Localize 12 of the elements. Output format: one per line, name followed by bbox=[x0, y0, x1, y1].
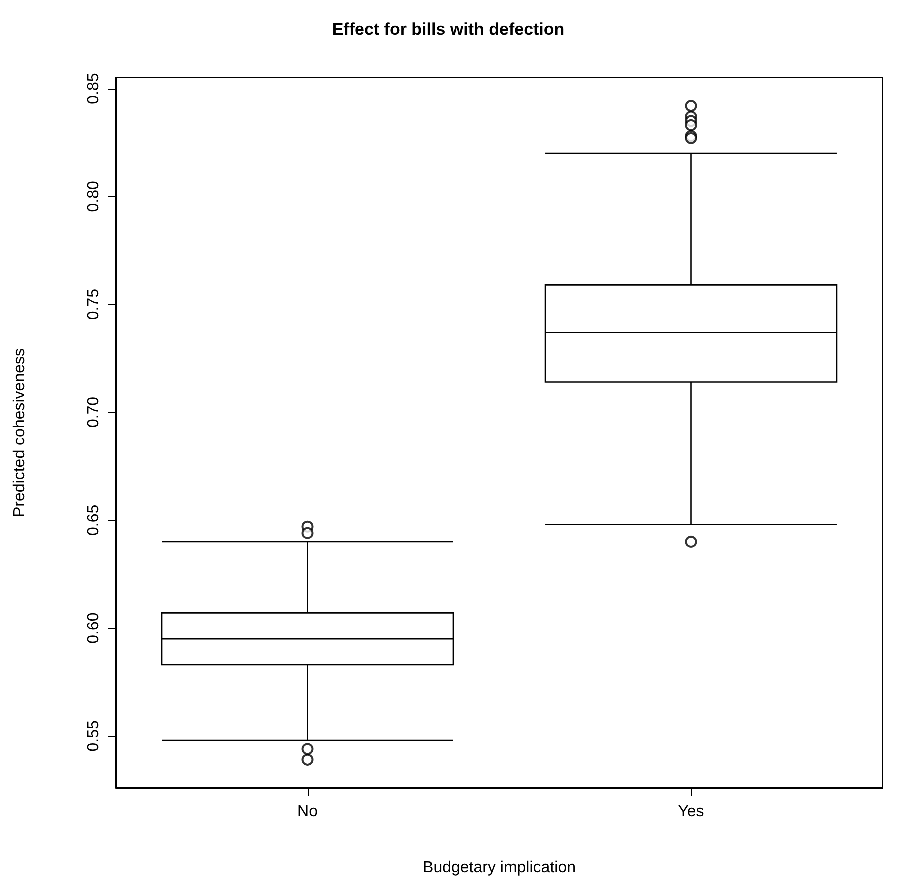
y-tick-label: 0.60 bbox=[86, 612, 102, 644]
y-tick-label: 0.85 bbox=[86, 73, 102, 104]
x-tick-label: No bbox=[298, 804, 318, 820]
y-tick-label: 0.55 bbox=[86, 720, 102, 752]
x-tick-label: Yes bbox=[678, 804, 704, 820]
y-tick-label: 0.65 bbox=[86, 504, 102, 536]
y-axis-title: Predicted cohesiveness bbox=[12, 348, 28, 518]
y-tick-label: 0.70 bbox=[86, 396, 102, 428]
chart-title: Effect for bills with defection bbox=[332, 20, 565, 39]
x-axis-title: Budgetary implication bbox=[423, 860, 576, 876]
y-tick-label: 0.75 bbox=[86, 288, 102, 320]
y-tick-label: 0.80 bbox=[86, 181, 102, 212]
